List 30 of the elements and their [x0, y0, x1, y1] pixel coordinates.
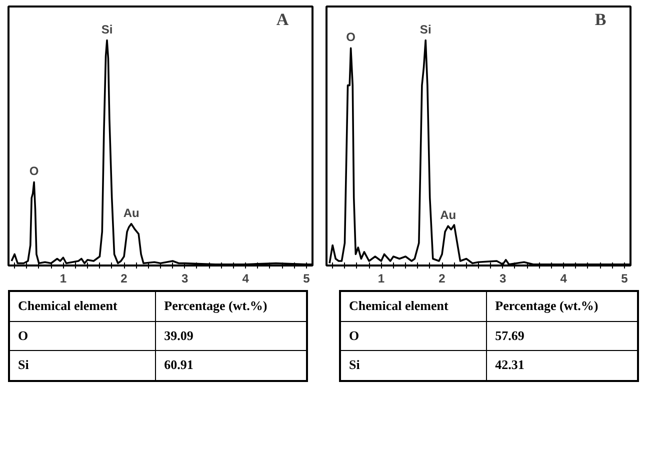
x-tick-label: 4 — [242, 272, 250, 286]
data-label: 39.09 — [156, 321, 307, 351]
text: Chemical element — [340, 291, 487, 322]
x-tick-label: 5 — [621, 272, 628, 286]
annotation: Si — [101, 22, 113, 36]
annotation: Au — [440, 208, 456, 222]
category-label: O — [340, 321, 487, 351]
x-tick-label: 2 — [438, 272, 446, 286]
annotation: O — [29, 164, 39, 178]
chart-title: A — [276, 10, 290, 30]
category-label: O — [9, 321, 156, 351]
x-tick-label: 3 — [499, 272, 506, 286]
x-tick-label: 1 — [60, 272, 67, 286]
x-tick-label: 5 — [303, 272, 310, 286]
x-tick-label: 2 — [120, 272, 128, 286]
text: Percentage (wt.%) — [486, 291, 638, 322]
data-label: 42.31 — [486, 350, 638, 381]
annotation: O — [346, 30, 356, 44]
category-label: Si — [9, 350, 156, 381]
text: Chemical element — [9, 291, 156, 322]
text: Percentage (wt.%) — [156, 291, 307, 322]
x-tick-label: 1 — [378, 272, 385, 286]
chart-title: B — [594, 10, 606, 30]
category-label: Si — [340, 350, 487, 381]
x-tick-label: 4 — [560, 272, 568, 286]
x-tick-label: 3 — [181, 272, 188, 286]
annotation: Si — [420, 22, 432, 36]
data-label: 60.91 — [156, 350, 307, 381]
data-label: 57.69 — [486, 321, 638, 351]
annotation: Au — [123, 206, 140, 220]
